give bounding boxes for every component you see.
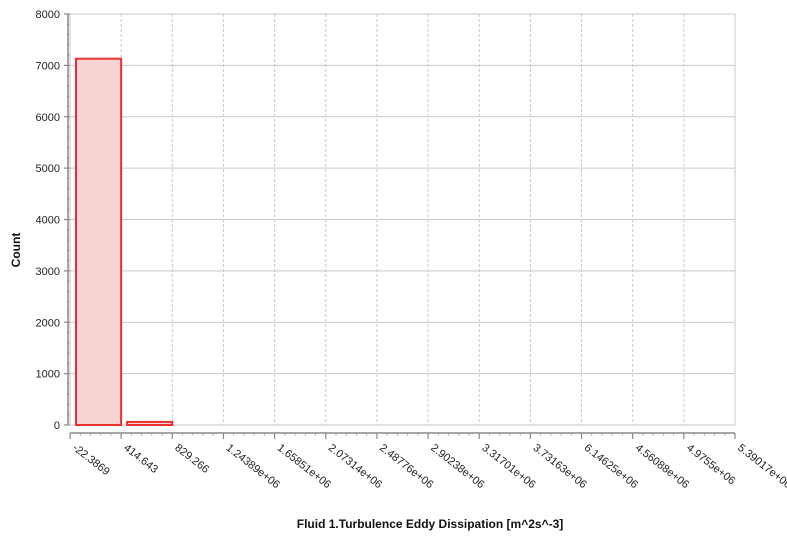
- x-tick-label: 2.90238e+06: [428, 442, 486, 491]
- x-tick-label: 1.65851e+06: [275, 442, 333, 491]
- x-tick-label: 5.39017e+06: [735, 442, 787, 491]
- y-axis: 0 1000 2000 3000 4000 5000 6000 7000 8000: [36, 9, 70, 432]
- bars: [75, 57, 174, 427]
- y-tick-label: 2000: [36, 317, 60, 329]
- x-tick-label: 829.266: [172, 442, 211, 476]
- histogram-bar: [75, 57, 123, 426]
- y-tick-label: 8000: [36, 9, 60, 21]
- x-tick-label: -22.3869: [70, 442, 112, 478]
- x-tick-label: 414.643: [121, 442, 160, 476]
- x-tick-label: 3.31701e+06: [479, 442, 537, 491]
- grid-lines: [69, 13, 736, 426]
- x-tick-label: 4.9755e+06: [684, 442, 737, 487]
- y-tick-label: 7000: [36, 60, 60, 72]
- y-tick-label: 4000: [36, 215, 60, 227]
- y-tick-label: 1000: [36, 369, 60, 381]
- x-axis-title: Fluid 1.Turbulence Eddy Dissipation [m^2…: [297, 517, 564, 531]
- x-tick-label: 2.07314e+06: [326, 442, 384, 491]
- y-tick-label: 5000: [36, 163, 60, 175]
- x-tick-label: 2.48776e+06: [377, 442, 435, 491]
- x-tick-label: 3.73163e+06: [531, 442, 589, 491]
- histogram-bar: [126, 420, 174, 427]
- y-axis-title: Count: [9, 233, 23, 268]
- x-tick-label: 6.14625e+06: [582, 442, 640, 491]
- x-tick-label: 4.56088e+06: [633, 442, 691, 491]
- y-tick-label: 0: [54, 420, 60, 432]
- y-tick-label: 6000: [36, 112, 60, 124]
- y-tick-label: 3000: [36, 266, 60, 278]
- x-axis: -22.3869 414.643 829.266 1.24389e+061.65851…: [69, 432, 787, 491]
- x-tick-label: 1.24389e+06: [224, 442, 282, 491]
